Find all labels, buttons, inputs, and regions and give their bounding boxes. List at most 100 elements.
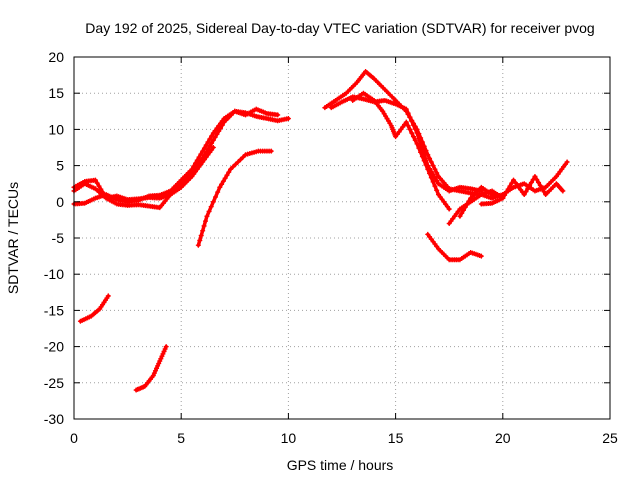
data-point-marker [217, 184, 223, 190]
x-tick-label: 15 [388, 430, 404, 446]
data-point-marker [416, 135, 422, 141]
x-tick-label: 5 [177, 430, 185, 446]
data-point-marker [100, 189, 106, 195]
series-track-f-neg [133, 344, 169, 393]
data-point-marker [200, 148, 206, 154]
data-point-marker [207, 136, 213, 142]
data-point-marker [466, 198, 472, 204]
data-point-marker [503, 189, 509, 195]
data-point-marker [412, 137, 418, 143]
data-point-marker [204, 213, 210, 219]
data-point-marker [478, 253, 484, 259]
data-point-marker [423, 162, 429, 168]
data-point-marker [421, 158, 427, 164]
data-point-marker [210, 199, 216, 205]
data-point-marker [409, 118, 415, 124]
x-tick-label: 25 [602, 430, 618, 446]
y-tick-label: -30 [44, 411, 64, 427]
series-track-e-neg [77, 293, 111, 324]
data-point-marker [409, 130, 415, 136]
data-point-marker [410, 122, 416, 128]
data-point-marker [560, 188, 566, 194]
data-point-marker [206, 208, 212, 214]
data-point-marker [209, 133, 215, 139]
data-point-marker [525, 186, 531, 192]
data-point-marker [224, 172, 230, 178]
data-point-marker [460, 207, 466, 213]
series-track-i-drop [350, 90, 452, 212]
data-point-marker [528, 179, 534, 185]
data-point-marker [94, 180, 100, 186]
data-point-marker [192, 160, 198, 166]
data-point-marker [240, 154, 246, 160]
data-point-marker [92, 177, 98, 183]
data-point-marker [200, 228, 206, 234]
data-point-marker [226, 169, 232, 175]
data-point-marker [96, 183, 102, 189]
data-point-marker [564, 159, 570, 165]
data-point-marker [212, 134, 218, 140]
y-tick-label: 10 [48, 121, 64, 137]
data-point-marker [418, 149, 424, 155]
data-point-marker [268, 148, 274, 154]
data-point-marker [410, 134, 416, 140]
y-axis-label: SDTVAR / TECUs [5, 182, 21, 294]
data-point-marker [432, 183, 438, 189]
data-point-marker [210, 145, 216, 150]
data-point-marker [459, 210, 465, 216]
data-point-marker [213, 194, 219, 200]
data-point-marker [228, 166, 234, 172]
data-point-marker [427, 170, 433, 176]
data-point-marker [203, 142, 209, 148]
grid-lines [74, 57, 610, 419]
data-point-marker [430, 163, 436, 169]
series-track-m-late [457, 184, 506, 219]
data-point-marker [430, 179, 436, 185]
data-point-marker [414, 141, 420, 147]
data-point-marker [230, 164, 236, 170]
data-point-marker [405, 123, 411, 129]
data-point-marker [275, 112, 281, 118]
data-point-marker [105, 293, 111, 299]
series-track-b-early [71, 106, 281, 207]
data-point-marker [191, 163, 197, 169]
data-point-marker [527, 183, 533, 189]
data-point-marker [207, 143, 213, 149]
data-point-marker [427, 155, 433, 161]
data-point-marker [403, 119, 409, 125]
data-point-marker [197, 237, 203, 243]
data-point-marker [536, 179, 542, 185]
data-point-marker [434, 178, 440, 184]
data-point-marker [532, 173, 538, 179]
data-point-marker [432, 166, 438, 172]
data-point-marker [505, 186, 511, 192]
data-point-marker [198, 233, 204, 239]
data-point-marker [196, 154, 202, 160]
x-tick-label: 10 [281, 430, 297, 446]
data-point-marker [195, 242, 201, 248]
data-point-marker [412, 126, 418, 132]
data-point-marker [434, 170, 440, 176]
data-point-marker [214, 131, 220, 137]
data-point-marker [407, 114, 413, 120]
data-point-marker [220, 178, 226, 184]
data-point-marker [235, 159, 241, 165]
data-point-marker [202, 218, 208, 224]
x-tick-label: 0 [70, 430, 78, 446]
data-point-marker [205, 139, 211, 145]
y-tick-label: 0 [56, 194, 64, 210]
data-point-marker [534, 176, 540, 182]
data-point-marker [419, 154, 425, 160]
data-point-marker [537, 183, 543, 189]
data-point-marker [507, 183, 513, 189]
data-point-marker [416, 145, 422, 151]
series-track-d-rise [195, 148, 274, 248]
data-point-marker [521, 192, 527, 198]
data-point-marker [428, 159, 434, 165]
data-point-marker [163, 344, 169, 350]
data-point-marker [101, 192, 107, 198]
data-point-marker [464, 201, 470, 207]
data-point-marker [209, 140, 215, 146]
